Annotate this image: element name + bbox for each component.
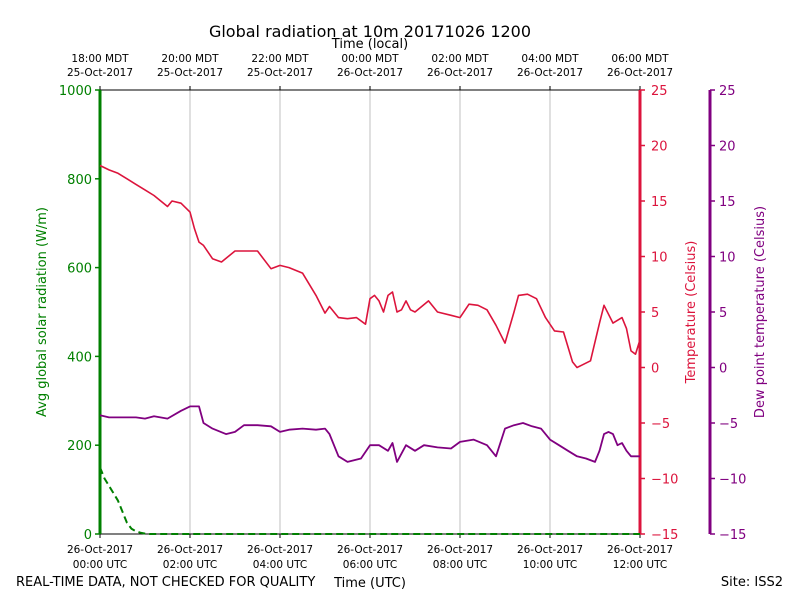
x-tick-label-date: 26-Oct-2017 [337, 544, 403, 556]
x-tick-label-date: 26-Oct-2017 [517, 544, 583, 556]
top-tick-label-time: 20:00 MDT [161, 53, 219, 65]
dewpoint-tick-label: 10 [719, 251, 736, 266]
x-tick-label-date: 26-Oct-2017 [247, 544, 313, 556]
x-tick-label-date: 26-Oct-2017 [427, 544, 493, 556]
bottom-axis: 26-Oct-2017 00:00 UTC 26-Oct-2017 02:00 UTC… [67, 534, 673, 571]
x-axis-label: Time (UTC) [333, 576, 406, 591]
top-tick-label-date: 25-Oct-2017 [247, 67, 313, 79]
x-tick-label-time: 04:00 UTC [253, 559, 307, 571]
dewpoint-tick-label: 20 [719, 140, 736, 155]
x-tick-label-date: 26-Oct-2017 [157, 544, 223, 556]
dewpoint-series-line [99, 405, 640, 463]
temperature-tick-label: 15 [651, 195, 668, 210]
top-tick-label-time: 18:00 MDT [71, 53, 129, 65]
top-tick-label-time: 06:00 MDT [611, 53, 669, 65]
dewpoint-axis: −15 −10 −5 0 5 10 15 20 25 [708, 84, 746, 543]
radiation-tick-label: 200 [67, 439, 92, 454]
top-tick-label-date: 26-Oct-2017 [517, 67, 583, 79]
site-label: Site: ISS2 [720, 575, 783, 590]
temperature-tick-label: −10 [651, 473, 678, 488]
x-tick-label-time: 00:00 UTC [73, 559, 127, 571]
quality-note: REAL-TIME DATA, NOT CHECKED FOR QUALITY [16, 575, 316, 590]
top-tick-label-date: 26-Oct-2017 [337, 67, 403, 79]
top-tick-label-date: 26-Oct-2017 [427, 67, 493, 79]
temperature-tick-label: 20 [651, 140, 668, 155]
top-axis: 18:00 MDT 25-Oct-2017 20:00 MDT 25-Oct-2017… [67, 53, 673, 90]
top-axis-label: Time (local) [331, 37, 408, 52]
x-tick-label-time: 10:00 UTC [523, 559, 577, 571]
radiation-tick-label: 600 [67, 262, 92, 277]
radiation-tick-label: 0 [84, 528, 92, 543]
temperature-tick-label: −5 [651, 417, 670, 432]
x-tick-label-date: 26-Oct-2017 [67, 544, 133, 556]
radiation-tick-label: 400 [67, 350, 92, 365]
temperature-tick-label: 10 [651, 251, 668, 266]
temperature-tick-label: 5 [651, 306, 659, 321]
radiation-axis: 0 200 400 600 800 1000 [59, 84, 102, 543]
series-lines [99, 164, 641, 535]
radiation-tick-label: 1000 [59, 84, 92, 99]
top-tick-label-time: 22:00 MDT [251, 53, 309, 65]
x-tick-label-time: 06:00 UTC [343, 559, 397, 571]
x-tick-label-time: 02:00 UTC [163, 559, 217, 571]
dewpoint-tick-label: 15 [719, 195, 736, 210]
dewpoint-tick-label: −10 [719, 473, 746, 488]
gridlines [189, 90, 551, 534]
x-tick-label-time: 08:00 UTC [433, 559, 487, 571]
temperature-tick-label: 25 [651, 84, 668, 99]
dewpoint-tick-label: 25 [719, 84, 736, 99]
dewpoint-tick-label: −15 [719, 528, 746, 543]
dewpoint-tick-label: −5 [719, 417, 738, 432]
top-tick-label-date: 25-Oct-2017 [67, 67, 133, 79]
temperature-tick-label: −15 [651, 528, 678, 543]
top-tick-label-time: 04:00 MDT [521, 53, 579, 65]
top-tick-label-date: 25-Oct-2017 [157, 67, 223, 79]
top-tick-label-time: 00:00 MDT [341, 53, 399, 65]
temperature-tick-label: 0 [651, 362, 659, 377]
chart-title: Global radiation at 10m 20171026 1200 [209, 22, 531, 41]
radiation-series-line [99, 467, 640, 535]
top-tick-label-date: 26-Oct-2017 [607, 67, 673, 79]
dewpoint-tick-label: 0 [719, 362, 727, 377]
dewpoint-axis-label: Dew point temperature (Celsius) [753, 206, 768, 418]
temperature-axis: −15 −10 −5 0 5 10 15 20 25 [638, 84, 678, 543]
radiation-axis-label: Avg global solar radiation (W/m) [35, 207, 50, 417]
temperature-series-line [99, 164, 641, 369]
top-tick-label-time: 02:00 MDT [431, 53, 489, 65]
x-tick-label-date: 26-Oct-2017 [607, 544, 673, 556]
temperature-axis-label: Temperature (Celsius) [684, 241, 699, 385]
radiation-tick-label: 800 [67, 173, 92, 188]
dewpoint-tick-label: 5 [719, 306, 727, 321]
x-tick-label-time: 12:00 UTC [613, 559, 667, 571]
